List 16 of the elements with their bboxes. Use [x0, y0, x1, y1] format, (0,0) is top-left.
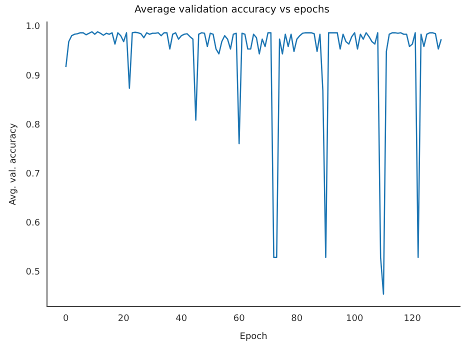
y-tick-label: 0.9: [26, 71, 40, 82]
y-tick-label: 0.5: [26, 267, 40, 278]
chart-title: Average validation accuracy vs epochs: [134, 4, 330, 16]
x-tick-label: 120: [404, 314, 422, 324]
x-tick-label: 60: [233, 314, 246, 324]
y-axis-title: Avg. val. accuracy: [8, 122, 19, 206]
x-tick-label: 80: [291, 314, 303, 324]
x-tick-label: 40: [176, 314, 188, 324]
y-tick-label: 1.0: [26, 22, 40, 32]
x-tick-label: 20: [118, 314, 130, 324]
x-axis-title: Epoch: [240, 332, 268, 342]
y-tick-label: 0.7: [26, 169, 40, 180]
y-tick-label: 0.8: [26, 120, 40, 130]
x-tick-label: 100: [346, 314, 364, 324]
y-tick-label: 0.6: [26, 218, 40, 228]
x-tick-label: 0: [63, 314, 70, 324]
